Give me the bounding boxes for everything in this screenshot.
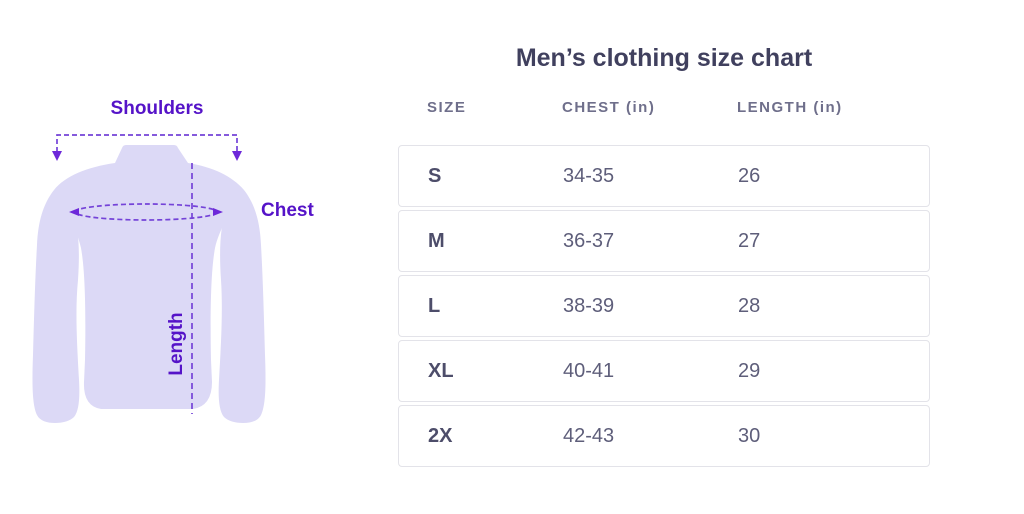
shirt-left-sleeve	[32, 190, 80, 423]
shirt-right-sleeve	[218, 190, 266, 423]
table-row-l: L 38-39 28	[398, 275, 930, 337]
chest-value: 36-37	[563, 229, 615, 252]
shirt-body	[54, 163, 244, 409]
chest-arrow-left-icon	[69, 208, 79, 216]
shirt-collar	[115, 145, 188, 163]
table-row-s: S 34-35 26	[398, 145, 930, 207]
chest-value: 34-35	[563, 164, 615, 187]
size-value: M	[428, 229, 445, 252]
size-value: L	[428, 294, 441, 317]
table-header-row: SIZE CHEST (in) LENGTH (in)	[398, 99, 930, 116]
shirt-silhouette	[32, 145, 266, 423]
chest-value: 40-41	[563, 359, 615, 382]
length-value: 29	[738, 359, 761, 382]
length-value: 27	[738, 229, 761, 252]
header-size: SIZE	[427, 99, 467, 116]
table-row-xl: XL 40-41 29	[398, 340, 930, 402]
shoulders-label: Shoulders	[110, 98, 204, 119]
page-title: Men’s clothing size chart	[515, 44, 813, 72]
length-label: Length	[166, 312, 187, 376]
length-value: 30	[738, 424, 761, 447]
shoulder-arrow-right-icon	[232, 151, 242, 161]
shirt-measurement-diagram: Shoulders Chest Length	[0, 0, 380, 514]
table-row-2x: 2X 42-43 30	[398, 405, 930, 467]
chest-value: 42-43	[563, 424, 615, 447]
size-chart-table: Men’s clothing size chart SIZE CHEST (in…	[398, 0, 930, 514]
size-value: S	[428, 164, 442, 187]
chest-label: Chest	[261, 200, 314, 221]
size-value: XL	[428, 359, 454, 382]
shoulder-arrow-left-icon	[52, 151, 62, 161]
chest-arrow-right-icon	[213, 208, 223, 216]
table-body: S 34-35 26 M 36-37 27 L 38-39 28 XL 40-4…	[398, 145, 930, 470]
shirt-illustration	[32, 134, 266, 423]
size-value: 2X	[428, 424, 453, 447]
length-value: 26	[738, 164, 761, 187]
header-chest: CHEST (in)	[562, 99, 656, 116]
shoulders-measure-line	[56, 134, 238, 152]
measure-arrowheads	[52, 151, 242, 216]
table-row-m: M 36-37 27	[398, 210, 930, 272]
length-value: 28	[738, 294, 761, 317]
chest-value: 38-39	[563, 294, 615, 317]
header-length: LENGTH (in)	[737, 99, 843, 116]
